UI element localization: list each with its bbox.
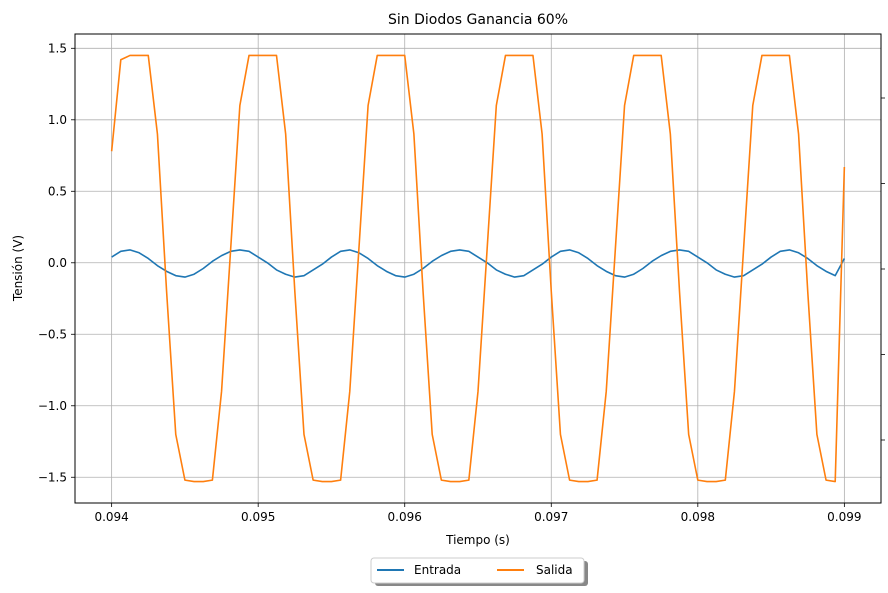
- legend-label-entrada: Entrada: [414, 563, 461, 577]
- series-line-entrada: [111, 249, 846, 278]
- axes-frame: [74, 33, 882, 504]
- axis-ticks: 0.094 0.095 0.096 0.097 0.098 0.099 1.5 1.0 0.5 0…: [38, 41, 885, 524]
- y-tick-label: −1.5: [38, 470, 67, 484]
- x-tick-label: 0.094: [94, 510, 128, 524]
- plot-area: [110, 54, 846, 483]
- legend: Entrada Salida: [370, 557, 588, 586]
- y-tick-label: −0.5: [38, 327, 67, 341]
- grid-lines: [75, 34, 881, 503]
- x-tick-label: 0.099: [827, 510, 861, 524]
- y-tick-label: 1.5: [48, 41, 67, 55]
- legend-box: [370, 557, 585, 584]
- x-tick-label: 0.096: [388, 510, 422, 524]
- x-tick-label: 0.098: [681, 510, 715, 524]
- chart-title: Sin Diodos Ganancia 60%: [388, 12, 568, 28]
- y-tick-label: −1.0: [38, 399, 67, 413]
- y-tick-label: 1.0: [48, 113, 67, 127]
- x-tick-label: 0.095: [241, 510, 275, 524]
- y-tick-label: 0.5: [48, 184, 67, 198]
- legend-label-salida: Salida: [536, 563, 573, 577]
- series-line-salida: [110, 54, 846, 483]
- y-axis-title: Tensión (V): [11, 235, 25, 302]
- x-tick-label: 0.097: [534, 510, 568, 524]
- y-tick-label: 0.0: [48, 256, 67, 270]
- x-axis-title: Tiempo (s): [445, 533, 510, 547]
